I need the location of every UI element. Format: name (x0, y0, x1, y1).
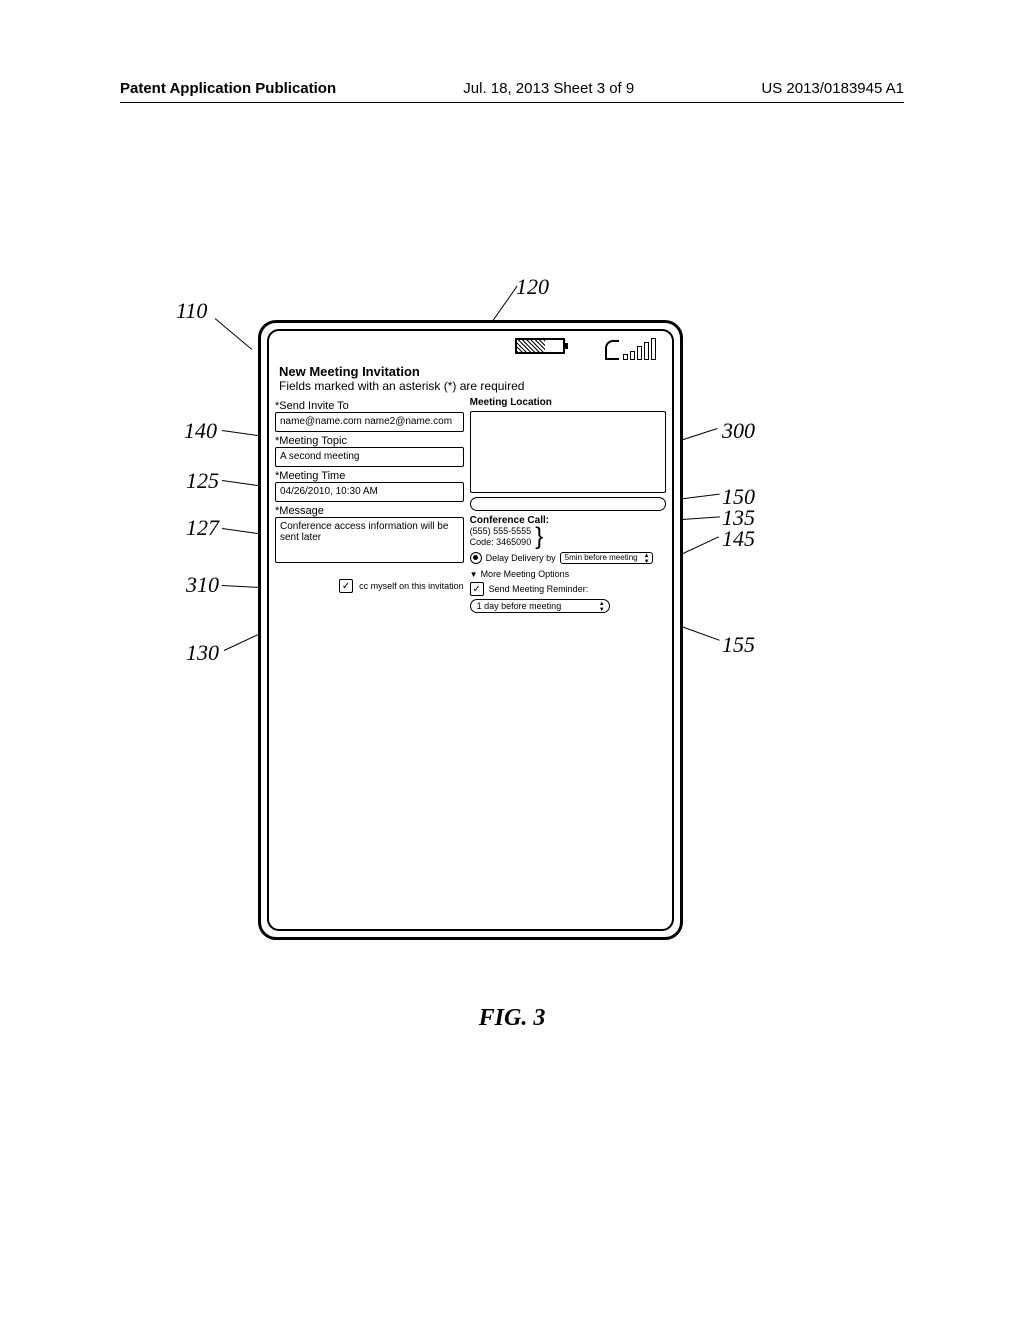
cc-label: cc myself on this invitation (359, 581, 464, 591)
conference-code: Code: 3465090 (470, 537, 532, 548)
callout-145: 145 (722, 526, 755, 552)
more-options-label: More Meeting Options (481, 569, 570, 579)
topic-input[interactable]: A second meeting (275, 447, 464, 467)
callout-120: 120 (516, 274, 549, 300)
callout-140: 140 (184, 418, 217, 444)
screen-title: New Meeting Invitation (279, 364, 662, 379)
signal-icon (605, 338, 656, 360)
reminder-label: Send Meeting Reminder: (489, 584, 589, 594)
brace-icon: } (535, 528, 543, 546)
leader-120 (493, 286, 518, 321)
send-invite-input[interactable]: name@name.com name2@name.com (275, 412, 464, 432)
conference-phone: (555) 555-5555 (470, 526, 532, 537)
callout-155: 155 (722, 632, 755, 658)
header-rule (120, 102, 904, 103)
location-box[interactable] (470, 411, 666, 493)
device-frame: New Meeting Invitation Fields marked wit… (258, 320, 683, 940)
device-screen: New Meeting Invitation Fields marked wit… (267, 329, 674, 931)
reminder-checkbox[interactable]: ✓ (470, 582, 484, 596)
location-label: Meeting Location (470, 397, 666, 408)
leader-110 (215, 318, 252, 350)
battery-icon (515, 338, 565, 354)
left-column: *Send Invite To name@name.com name2@name… (275, 397, 464, 929)
cc-checkbox[interactable]: ✓ (339, 579, 353, 593)
callout-110: 110 (176, 298, 207, 324)
delay-label: Delay Delivery by (486, 553, 556, 563)
delay-spinner[interactable]: 5min before meeting (560, 552, 653, 565)
status-bar (275, 336, 666, 364)
callout-125: 125 (186, 468, 219, 494)
figure-label: FIG. 3 (0, 1005, 1024, 1032)
send-invite-label: *Send Invite To (275, 400, 464, 412)
time-label: *Meeting Time (275, 470, 464, 482)
delay-radio[interactable] (470, 552, 482, 564)
message-label: *Message (275, 505, 464, 517)
expand-icon[interactable]: ▼ (470, 570, 478, 579)
right-column: Meeting Location Conference Call: (555) … (470, 397, 666, 929)
reminder-spinner[interactable]: 1 day before meeting (470, 599, 610, 613)
header-center: Jul. 18, 2013 Sheet 3 of 9 (463, 80, 634, 97)
conference-call-label: Conference Call: (470, 515, 666, 526)
message-input[interactable]: Conference access information will be se… (275, 517, 464, 563)
callout-310: 310 (186, 572, 219, 598)
callout-127: 127 (186, 515, 219, 541)
screen-subtitle: Fields marked with an asterisk (*) are r… (279, 379, 662, 393)
header-right: US 2013/0183945 A1 (761, 80, 904, 97)
callout-300: 300 (722, 418, 755, 444)
topic-label: *Meeting Topic (275, 435, 464, 447)
time-input[interactable]: 04/26/2010, 10:30 AM (275, 482, 464, 502)
callout-130: 130 (186, 640, 219, 666)
header-left: Patent Application Publication (120, 80, 336, 97)
location-strip[interactable] (470, 497, 666, 511)
